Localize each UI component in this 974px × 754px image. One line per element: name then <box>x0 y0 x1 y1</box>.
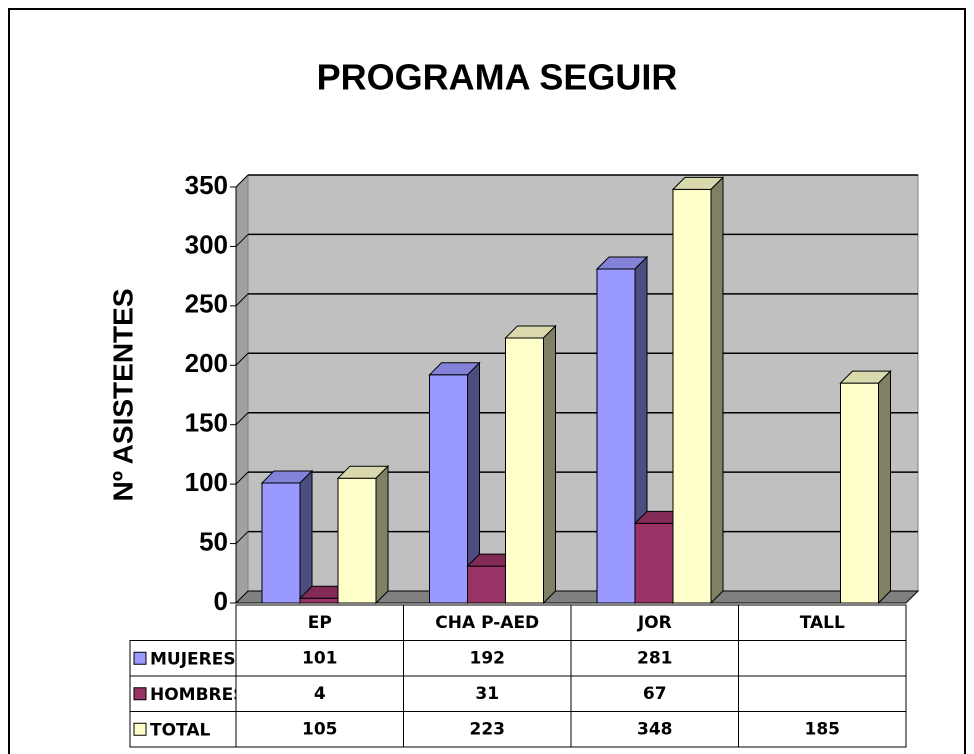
bar <box>672 188 712 604</box>
bar <box>840 382 879 604</box>
x-tick-label: CHA P-AED <box>435 613 539 633</box>
bar-side <box>878 369 891 605</box>
legend-label: MUJERES <box>150 649 236 669</box>
table-value: 281 <box>637 648 673 668</box>
bar <box>634 522 674 604</box>
table-value: 223 <box>470 719 506 739</box>
bar <box>429 374 468 604</box>
legend-swatch <box>133 651 147 665</box>
y-tick-label: 50 <box>199 526 228 556</box>
bar-side <box>375 464 389 605</box>
legend-label: HOMBRES <box>150 685 246 705</box>
y-tick-label: 350 <box>185 170 228 200</box>
table-value: 185 <box>805 719 841 739</box>
table-cell <box>235 675 404 712</box>
side-wall <box>235 173 249 605</box>
legend-swatch <box>133 722 147 736</box>
table-value: 192 <box>470 648 506 668</box>
legend-swatch <box>133 687 147 701</box>
table-value: 105 <box>302 719 338 739</box>
table-value: 4 <box>314 684 326 704</box>
table-cell <box>738 675 907 712</box>
bar <box>505 337 544 604</box>
table-value: 348 <box>637 719 673 739</box>
bar <box>299 597 339 604</box>
chart-title: PROGRAMA SEGUIR <box>317 57 678 98</box>
grid-line <box>235 531 249 544</box>
x-tick-label: EP <box>308 613 332 633</box>
bar <box>467 565 506 604</box>
x-tick-label: JOR <box>637 613 672 633</box>
table-cell <box>129 640 237 677</box>
bar <box>261 482 301 604</box>
table-cell <box>235 640 404 677</box>
table-value: 101 <box>302 648 338 668</box>
bar-side <box>299 469 313 605</box>
y-tick-label: 250 <box>185 289 228 319</box>
y-tick-label: 100 <box>185 467 228 497</box>
grid-line <box>235 352 249 366</box>
table-value: 67 <box>643 684 667 704</box>
y-axis-label: Nº ASISTENTES <box>107 289 138 502</box>
table-value: 31 <box>475 684 499 704</box>
bar <box>337 477 377 604</box>
table-cell <box>403 711 572 748</box>
y-tick-label: 150 <box>185 408 228 438</box>
grid-line <box>235 174 249 188</box>
table-cell <box>570 640 739 677</box>
table-cell <box>738 711 907 748</box>
bar-side <box>543 324 556 605</box>
grid-line <box>235 412 249 426</box>
table-cell <box>738 640 907 677</box>
y-tick-label: 0 <box>214 586 228 616</box>
y-tick-label: 200 <box>185 348 228 378</box>
y-tick-label: 300 <box>185 229 228 259</box>
x-tick-label: TALL <box>800 613 845 633</box>
table-cell <box>570 675 739 712</box>
bar-side <box>710 176 724 605</box>
table-cell <box>235 711 404 748</box>
grid-line <box>235 234 249 247</box>
bar <box>596 268 636 604</box>
grid-line <box>235 471 249 485</box>
grid-line <box>235 293 249 307</box>
legend-label: TOTAL <box>150 720 210 740</box>
